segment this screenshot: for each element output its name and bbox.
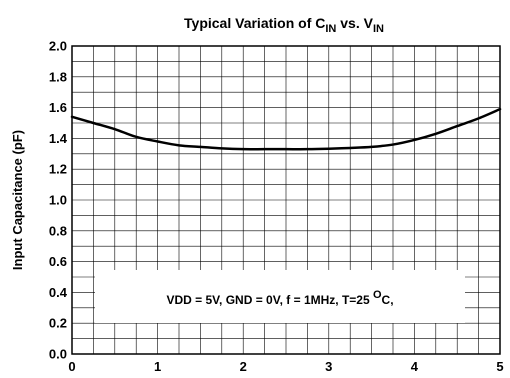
- x-tick-labels: 0 1 2 3 4 5: [68, 359, 503, 374]
- y-tick-label: 0.8: [49, 223, 67, 238]
- annotation-tail: C,: [382, 293, 394, 307]
- annotation-text: VDD = 5V, GND = 0V, f = 1MHz, T=25 OC,: [166, 289, 393, 307]
- y-tick-label: 0.4: [49, 285, 68, 300]
- y-tick-label: 1.8: [49, 69, 67, 84]
- x-tick-label: 4: [411, 359, 419, 374]
- series-line: [70, 107, 502, 151]
- annotation-main: VDD = 5V, GND = 0V, f = 1MHz, T=25: [166, 293, 373, 307]
- chart-title: Typical Variation of CIN vs. VIN: [184, 15, 384, 35]
- y-tick-labels: 0.0 0.2 0.4 0.6 0.8 1.0 1.2 1.4 1.6 1.8 2.0: [49, 39, 68, 362]
- x-tick-label: 3: [325, 359, 332, 374]
- y-tick-label: 1.6: [49, 100, 67, 115]
- chart-title-middle: vs. V: [336, 15, 373, 31]
- y-tick-label: 0.6: [49, 254, 67, 269]
- x-tick-label: 2: [240, 359, 247, 374]
- y-tick-label: 2.0: [49, 39, 67, 54]
- x-tick-label: 0: [68, 359, 75, 374]
- plot-frame: [71, 45, 501, 355]
- y-tick-label: 0.2: [49, 316, 67, 331]
- chart-title-prefix: Typical Variation of C: [184, 15, 325, 31]
- y-tick-label: 1.4: [49, 131, 68, 146]
- chart-title-sub2: IN: [373, 23, 384, 35]
- y-tick-label: 1.0: [49, 193, 67, 208]
- y-tick-label: 1.2: [49, 162, 67, 177]
- y-tick-label: 0.0: [49, 347, 67, 362]
- annotation-sup: O: [373, 289, 382, 301]
- annotation-box: [95, 270, 465, 323]
- x-tick-label: 1: [154, 359, 161, 374]
- x-tick-label: 5: [496, 359, 503, 374]
- y-axis-label: Input Capacitance (pF): [10, 130, 25, 270]
- chart-title-sub1: IN: [325, 23, 336, 35]
